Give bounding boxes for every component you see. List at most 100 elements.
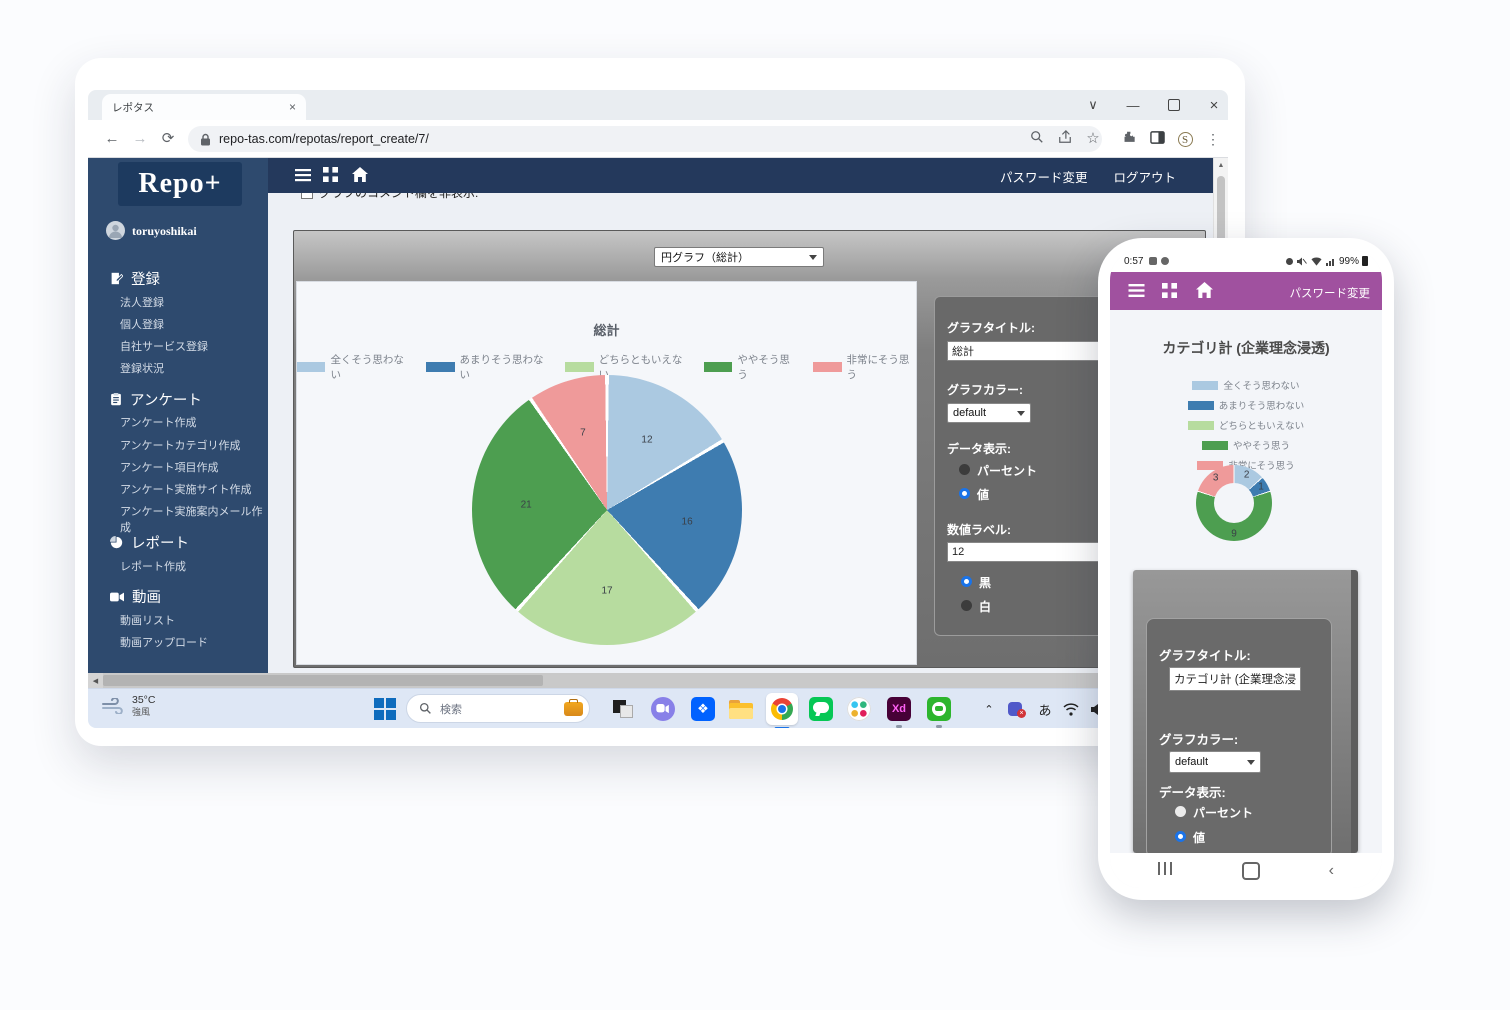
sidebar-item-survey-site[interactable]: アンケート実施サイト作成	[120, 484, 252, 496]
zoom-app-icon[interactable]	[650, 696, 676, 722]
chart-type-select[interactable]: 円グラフ（総計）	[654, 247, 824, 267]
radio-percent[interactable]	[1175, 806, 1186, 817]
home-icon[interactable]	[352, 167, 370, 185]
legend-item[interactable]: あまりそう思わない	[1187, 398, 1304, 412]
horizontal-scroll-thumb[interactable]	[103, 675, 543, 686]
recents-icon[interactable]	[1158, 861, 1173, 880]
windows-start-icon[interactable]	[372, 696, 398, 722]
sidebar-item-survey-create[interactable]: アンケート作成	[120, 417, 197, 429]
pie-value-label: 3	[1212, 472, 1219, 484]
radio-black[interactable]	[961, 576, 972, 587]
home-button-icon[interactable]	[1241, 861, 1260, 880]
register-icon	[111, 272, 123, 285]
tab-search-chevron-icon[interactable]: ∨	[1088, 97, 1098, 112]
password-change-link[interactable]: パスワード変更	[999, 171, 1088, 185]
vertical-scroll-thumb[interactable]	[1217, 176, 1225, 256]
browser-window: レポタス × ∨ — × ← → ⟳ repo-tas.com/repotas/…	[88, 90, 1228, 728]
sidebar-item-video-upload[interactable]: 動画アップロード	[120, 637, 208, 649]
s-plus-extension-icon[interactable]: S	[1176, 130, 1194, 148]
sidebar-section-survey[interactable]: アンケート	[110, 389, 202, 410]
back-icon[interactable]: ‹	[1328, 861, 1334, 879]
password-change-link[interactable]: パスワード変更	[1289, 288, 1371, 300]
sidebar-item-personal-register[interactable]: 個人登録	[120, 319, 164, 331]
person-icon	[109, 224, 122, 238]
sidebar-section-video[interactable]: 動画	[110, 586, 161, 607]
reload-icon[interactable]: ⟳	[161, 130, 175, 147]
legend-item[interactable]: 全くそう思わない	[1192, 378, 1300, 392]
graph-container: 円グラフ（総計） 総計 全くそう思わない あまりそう思わない どちらともいえない…	[293, 230, 1206, 668]
volume-icon[interactable]	[1084, 696, 1110, 722]
sidebar-item-corporate-register[interactable]: 法人登録	[120, 297, 164, 309]
legend-item[interactable]: 非常にそう思う	[1197, 458, 1295, 472]
weather-widget[interactable]: 35°C 強風	[102, 694, 155, 718]
virtual-desktop-icon[interactable]	[610, 696, 636, 722]
tray-chevron-icon[interactable]: ⌃	[984, 703, 994, 716]
grid-icon[interactable]	[323, 167, 341, 185]
legend-label: ややそう思う	[737, 354, 790, 381]
file-explorer-icon[interactable]	[728, 696, 754, 722]
share-icon[interactable]	[1056, 130, 1074, 148]
radio-percent[interactable]	[959, 464, 970, 475]
legend-swatch	[1201, 440, 1228, 450]
address-bar[interactable]: repo-tas.com/repotas/report_create/7/	[188, 126, 1102, 152]
hamburger-menu-icon[interactable]	[1128, 283, 1146, 301]
slack-icon[interactable]	[846, 696, 872, 722]
grid-icon[interactable]	[1162, 283, 1180, 301]
scroll-left-icon[interactable]: ◀	[88, 673, 103, 688]
sidebar-item-survey-item[interactable]: アンケート項目作成	[120, 462, 219, 474]
radio-value[interactable]	[959, 488, 970, 499]
tab-close-icon[interactable]: ×	[288, 100, 296, 114]
sidebar-item-video-list[interactable]: 動画リスト	[120, 615, 175, 627]
sidebar-item-register-status[interactable]: 登録状況	[120, 363, 164, 375]
extensions-puzzle-icon[interactable]	[1120, 130, 1138, 148]
scroll-up-icon[interactable]: ▲	[1217, 162, 1225, 169]
phone-status-bar: 0:57 99%	[1110, 250, 1382, 272]
hamburger-menu-icon[interactable]	[295, 167, 313, 185]
radio-value[interactable]	[1175, 831, 1186, 842]
app-logo[interactable]: Repo+	[118, 162, 242, 206]
sidebar-item-survey-category[interactable]: アンケートカテゴリ作成	[120, 440, 241, 452]
taskbar-search[interactable]: 検索	[406, 694, 590, 723]
zoom-icon[interactable]	[1028, 130, 1046, 148]
dropbox-icon[interactable]: ❖	[690, 696, 716, 722]
line-works-icon[interactable]	[926, 696, 952, 728]
restore-icon[interactable]	[1154, 90, 1194, 120]
graph-title-input[interactable]	[1169, 667, 1301, 691]
sidebar-item-report-create[interactable]: レポート作成	[120, 561, 186, 573]
legend-swatch	[565, 362, 594, 372]
browser-tab[interactable]: レポタス ×	[102, 94, 306, 120]
legend-item[interactable]: ややそう思う	[1201, 438, 1290, 452]
sidebar-section-report[interactable]: レポート	[110, 532, 189, 553]
line-app-icon[interactable]	[808, 696, 834, 722]
wifi-icon[interactable]	[1058, 696, 1084, 722]
legend-item[interactable]: ややそう思う	[703, 352, 797, 382]
legend-swatch	[1187, 400, 1214, 410]
logout-link[interactable]: ログアウト	[1113, 171, 1176, 185]
legend-item[interactable]: あまりそう思わない	[426, 352, 549, 382]
graph-color-label: グラフカラー:	[947, 383, 1023, 397]
sidebar-panel-icon[interactable]	[1148, 130, 1166, 148]
graph-color-select[interactable]: default	[947, 403, 1031, 423]
kebab-menu-icon[interactable]: ⋮	[1206, 131, 1220, 147]
radio-white[interactable]	[961, 600, 972, 611]
minimize-icon[interactable]: —	[1126, 97, 1140, 113]
pie-value-label: 2	[1243, 469, 1250, 481]
teams-status-icon[interactable]: ×	[1004, 696, 1030, 722]
chrome-icon[interactable]	[766, 693, 798, 728]
back-icon[interactable]: ←	[104, 130, 120, 147]
graph-title-label: グラフタイトル:	[1159, 649, 1251, 663]
legend-item[interactable]: 非常にそう思う	[813, 352, 916, 382]
bookmark-star-icon[interactable]: ☆	[1086, 130, 1100, 147]
horizontal-scrollbar[interactable]: ◀	[88, 673, 1228, 688]
ime-indicator[interactable]: あ	[1038, 702, 1052, 718]
graph-color-select[interactable]: default	[1169, 751, 1261, 773]
close-icon[interactable]: ×	[1209, 96, 1219, 114]
adobe-xd-icon[interactable]: Xd	[886, 696, 912, 728]
sidebar-section-register[interactable]: 登録	[110, 268, 160, 289]
forward-icon[interactable]: →	[132, 130, 148, 147]
home-icon[interactable]	[1196, 282, 1214, 300]
sidebar-item-service-register[interactable]: 自社サービス登録	[120, 341, 208, 353]
legend-item[interactable]: 全くそう思わない	[297, 352, 410, 382]
sidebar-item-survey-mail[interactable]: アンケート実施案内メール作成	[120, 506, 263, 534]
legend-item[interactable]: どちらともいえない	[1187, 418, 1304, 432]
